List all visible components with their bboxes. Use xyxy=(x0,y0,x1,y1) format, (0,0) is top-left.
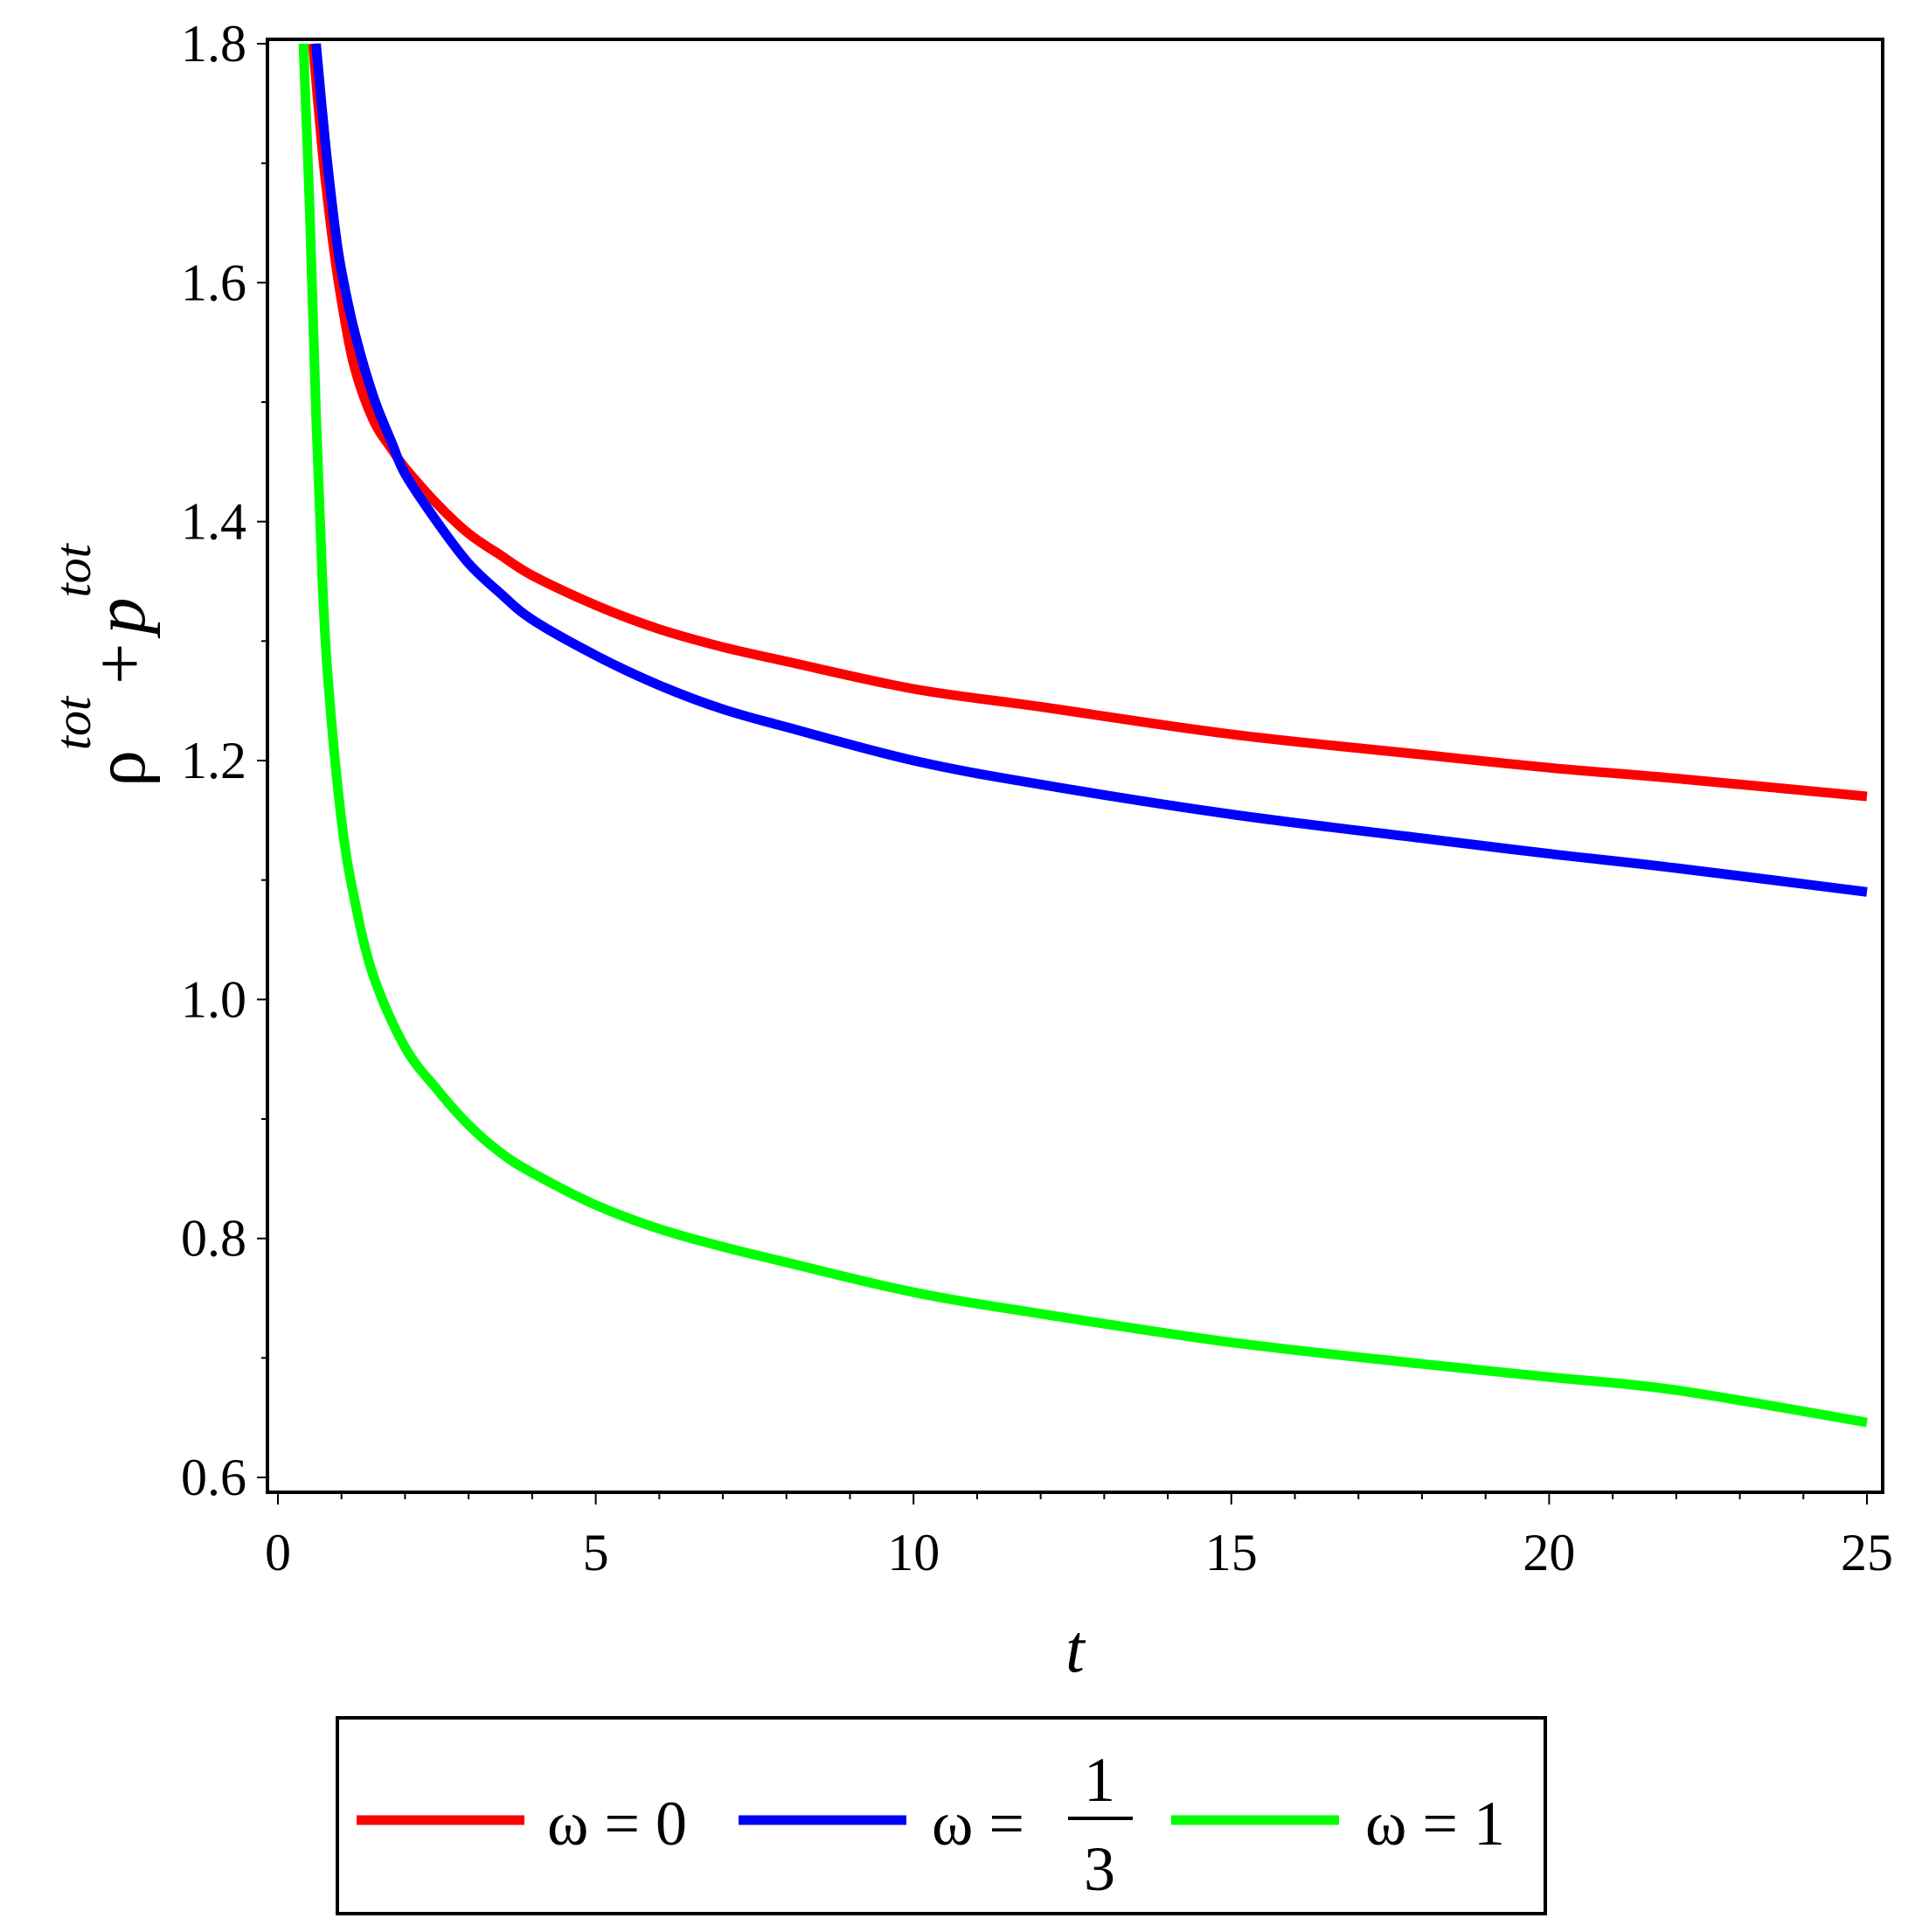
series-lines xyxy=(298,43,1868,1428)
y-tick-label: 1.6 xyxy=(181,254,246,311)
x-tick-label: 10 xyxy=(887,1524,940,1581)
legend-fraction-numerator: 1 xyxy=(1084,1745,1115,1815)
x-tick-label: 0 xyxy=(265,1524,291,1581)
y-axis: 0.6 0.8 1.0 1.2 1.4 1.6 1.8 xyxy=(181,15,268,1506)
x-tick-label: 5 xyxy=(583,1524,609,1581)
legend-label-omega-0: ω = 0 xyxy=(547,1789,687,1859)
series-line-1 xyxy=(311,43,1868,897)
series-line-2 xyxy=(298,43,1868,1428)
y-tick-label: 1.4 xyxy=(181,493,246,551)
y-title-sup1: tot xyxy=(45,695,101,750)
y-title-sup2: tot xyxy=(45,542,101,597)
y-tick-label: 1.8 xyxy=(181,15,246,73)
x-axis: 0 5 10 15 20 25 xyxy=(265,1491,1893,1581)
plot-frame xyxy=(266,38,1884,1494)
x-tick-label: 15 xyxy=(1205,1524,1258,1581)
y-title-p: p xyxy=(80,597,161,638)
y-tick-label: 1.0 xyxy=(181,970,246,1028)
y-tick-label: 0.8 xyxy=(181,1210,246,1268)
series-line-0 xyxy=(308,43,1868,802)
legend-box xyxy=(336,1716,1547,1915)
legend-fraction-denominator: 3 xyxy=(1084,1834,1115,1904)
svg-text:ρtot+ptot: ρtot+ptot xyxy=(45,542,161,787)
y-title-plus: + xyxy=(80,643,161,684)
y-tick-label: 1.2 xyxy=(181,732,246,789)
x-tick-label: 25 xyxy=(1841,1524,1893,1581)
legend-label-omega-1: ω = 1 xyxy=(1365,1789,1505,1859)
legend: ω = 0 ω = 1 3 ω = 1 xyxy=(336,1716,1547,1915)
legend-label-omega-one-third: ω = xyxy=(932,1789,1024,1859)
y-tick-label: 0.6 xyxy=(181,1449,246,1506)
y-title-rho: ρ xyxy=(80,750,161,787)
y-axis-title: ρtot+ptot xyxy=(45,542,161,787)
x-tick-label: 20 xyxy=(1523,1524,1575,1581)
x-axis-title: t xyxy=(1065,1610,1086,1686)
